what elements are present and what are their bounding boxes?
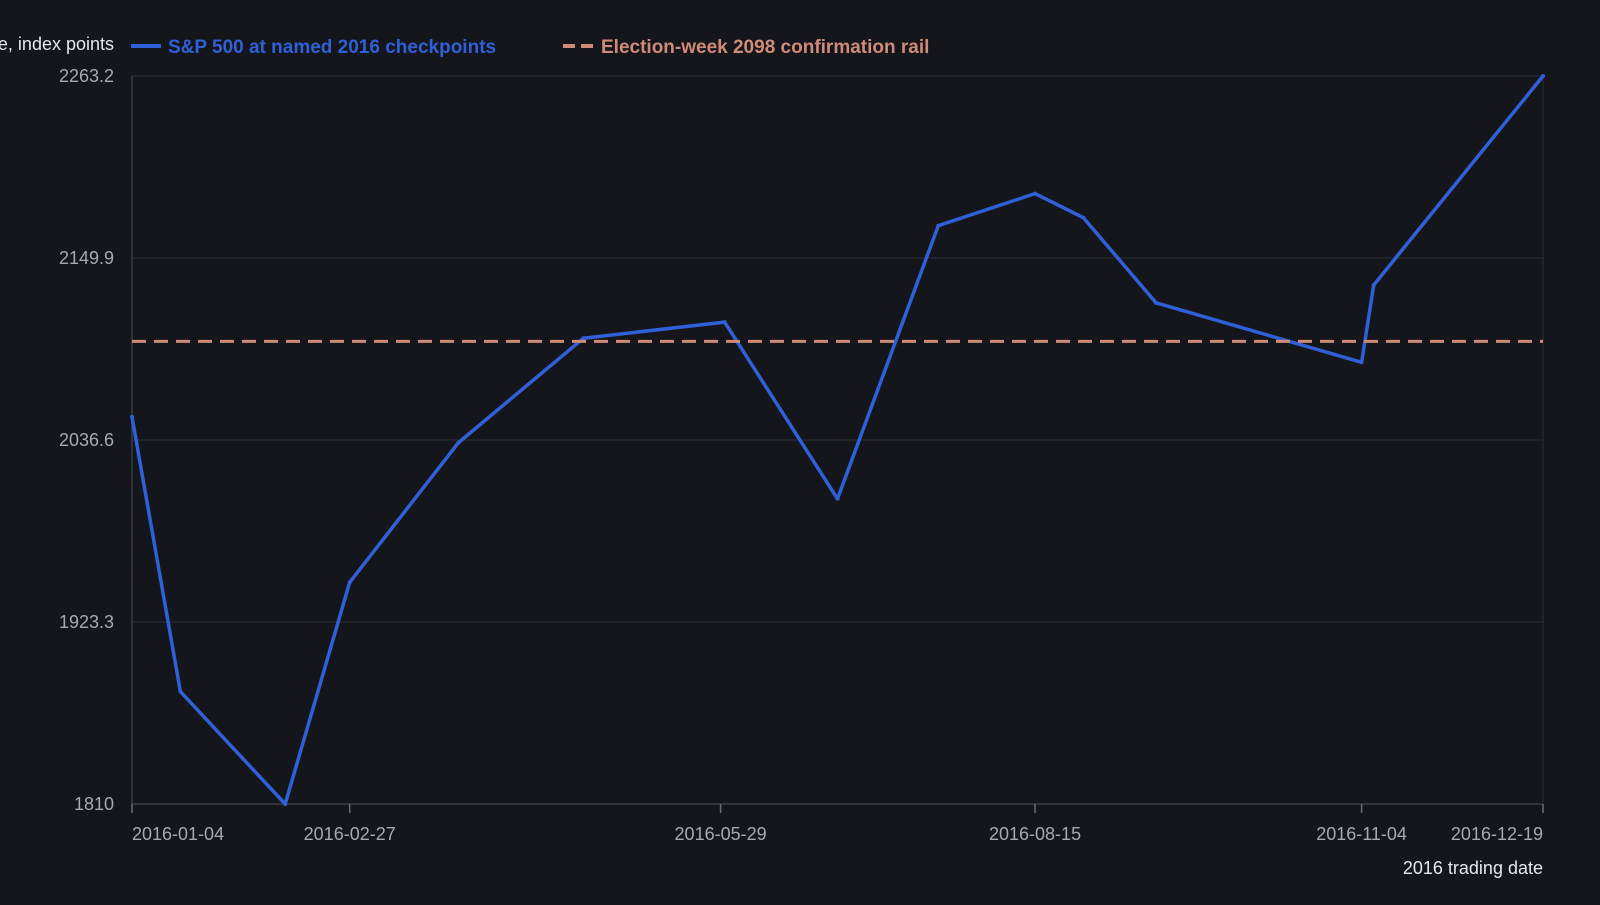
sp500-data-point xyxy=(581,336,586,341)
y-tick-label: 1923.3 xyxy=(59,612,114,632)
x-tick-label: 2016-01-04 xyxy=(132,824,224,844)
y-tick-label: 2149.9 xyxy=(59,248,114,268)
grid xyxy=(132,75,1544,804)
legend: S&P 500 at named 2016 checkpoints Electio… xyxy=(131,37,929,58)
legend-entry-label: Election-week 2098 confirmation rail xyxy=(601,37,929,58)
sp500-data-point xyxy=(835,496,840,501)
x-tick-label: 2016-08-15 xyxy=(989,824,1081,844)
x-tick-label: 2016-11-04 xyxy=(1316,824,1407,844)
y-tick-label: 1810 xyxy=(74,794,114,814)
series xyxy=(130,74,1545,806)
y-tick-label: 2263.2 xyxy=(59,66,114,86)
sp500-data-point xyxy=(1359,360,1364,365)
y-axis-title: Close, index points xyxy=(0,34,114,54)
x-tick-label: 2016-02-27 xyxy=(304,824,396,844)
x-tick-label: 2016-05-29 xyxy=(675,824,767,844)
sp500-data-point xyxy=(456,440,461,445)
sp500-data-point xyxy=(1081,215,1086,220)
sp500-data-point xyxy=(1033,191,1038,196)
legend-entry-label: S&P 500 at named 2016 checkpoints xyxy=(168,37,496,58)
sp500-data-point xyxy=(1541,74,1545,78)
sp500-data-point xyxy=(178,689,183,694)
sp500-data-point xyxy=(936,223,941,228)
axes: 1810 1923.3 2036.6 2149.9 2263.2 2016-01-04 20… xyxy=(0,34,1544,878)
sp500-data-point xyxy=(1371,283,1376,288)
sp500-data-point xyxy=(1153,300,1158,305)
sp500-data-point xyxy=(347,580,352,585)
sp500-data-point xyxy=(722,320,727,325)
sp500-data-point xyxy=(130,414,134,419)
sp500-data-point xyxy=(283,802,288,806)
x-tick-label: 2016-12-19 xyxy=(1451,824,1543,844)
y-tick-label: 2036.6 xyxy=(59,430,114,450)
x-axis-title: 2016 trading date xyxy=(1403,858,1543,878)
